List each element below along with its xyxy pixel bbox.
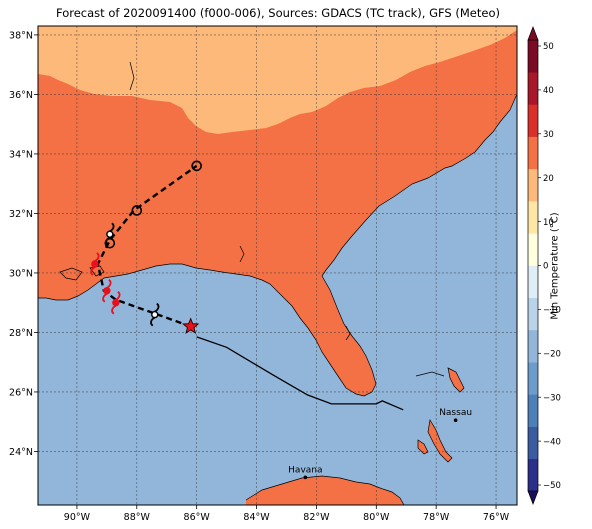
colorbar-tick-label: 30 xyxy=(543,130,554,140)
y-tick-label: 36°N xyxy=(9,90,33,101)
storm-symbol-arm xyxy=(102,292,108,303)
land-cool-region xyxy=(38,26,517,134)
colorbar-tick-label: 20 xyxy=(543,174,554,184)
colorbar-segment xyxy=(528,265,538,299)
storm-symbol-arm xyxy=(150,316,156,327)
storm-symbol-eye xyxy=(112,298,120,307)
colorbar-segment xyxy=(528,136,538,170)
y-tick-label: 26°N xyxy=(9,387,33,398)
colorbar-segment xyxy=(528,233,538,266)
chart-title: Forecast of 2020091400 (f000-006), Sourc… xyxy=(56,6,500,20)
cities: Havana Nassau xyxy=(288,408,472,480)
y-tick-label: 38°N xyxy=(9,30,33,41)
storm-symbol-eye xyxy=(91,260,99,268)
x-tick-label: 86°W xyxy=(184,512,211,523)
storm-symbol xyxy=(105,222,115,247)
city-marker xyxy=(453,418,458,423)
colorbar-ticks: 50 40 30 20 10 0 −10 −20 −30 −40 −50 xyxy=(538,42,561,491)
y-axis: 24°N 26°N 28°N 30°N 32°N 34°N 36°N 38°N xyxy=(9,30,38,458)
storm-symbol-arm xyxy=(115,290,121,301)
past-track-line xyxy=(196,336,404,411)
colorbar-tick-label: 50 xyxy=(543,42,554,52)
storm-symbol-arm xyxy=(106,279,112,289)
map-layer: Havana Nassau xyxy=(38,26,517,505)
colorbar-segment xyxy=(528,72,538,105)
colorbar-tick-label: −50 xyxy=(543,481,561,491)
storm-symbol xyxy=(111,290,121,315)
x-tick-label: 80°W xyxy=(363,512,390,523)
colorbar-segment xyxy=(528,297,538,331)
colorbar-tick-label: 0 xyxy=(543,262,548,272)
storm-symbol-arm xyxy=(90,266,96,276)
storm-symbol-arm xyxy=(111,304,117,315)
colorbar-tick-label: −40 xyxy=(543,437,561,447)
colorbar-segment xyxy=(528,168,538,202)
x-tick-label: 82°W xyxy=(303,512,330,523)
x-tick-label: 84°W xyxy=(243,512,270,523)
forecast-track xyxy=(96,164,198,328)
colorbar-segment xyxy=(528,458,538,492)
colorbar-segment xyxy=(528,394,538,427)
storm-symbol-eye xyxy=(106,230,114,238)
y-tick-label: 32°N xyxy=(9,209,33,220)
track-point-circle xyxy=(191,160,202,172)
city-marker xyxy=(303,475,308,480)
colorbar-segment xyxy=(528,362,538,395)
colorbar xyxy=(527,26,539,505)
storm-symbol-arm xyxy=(94,252,100,262)
land-north-america xyxy=(38,26,517,396)
storm-symbol xyxy=(102,279,112,303)
current-position-star xyxy=(182,317,200,334)
storm-symbol-arm xyxy=(105,236,111,247)
storm-symbol xyxy=(90,252,100,276)
storm-symbol-arm xyxy=(154,302,160,313)
colorbar-extend-min xyxy=(527,490,539,505)
land-bahamas xyxy=(448,368,464,392)
colorbar-segment xyxy=(528,426,538,460)
y-tick-label: 24°N xyxy=(9,447,33,458)
colorbar-segment xyxy=(528,104,538,137)
y-tick-label: 28°N xyxy=(9,328,33,339)
colorbar-tick-label: −10 xyxy=(543,306,561,316)
x-axis: 90°W 88°W 86°W 84°W 82°W 80°W 78°W 76°W xyxy=(64,505,510,523)
storm-symbols xyxy=(90,222,160,327)
x-tick-label: 78°W xyxy=(423,512,450,523)
past-track xyxy=(196,336,404,411)
map-frame xyxy=(37,25,518,506)
city-label: Nassau xyxy=(439,408,472,418)
y-tick-label: 30°N xyxy=(9,268,33,279)
x-tick-label: 76°W xyxy=(483,512,510,523)
storm-symbol xyxy=(150,302,160,327)
colorbar-tick-label: 40 xyxy=(543,86,554,96)
colorbar-label: Min Temperature (°C) xyxy=(549,212,561,320)
track-point-circle xyxy=(131,205,143,216)
forecast-track-line xyxy=(96,164,198,328)
current-position xyxy=(182,317,200,334)
storm-symbol-arm xyxy=(109,222,115,233)
x-tick-label: 88°W xyxy=(124,512,151,523)
colorbar-tick-label: 10 xyxy=(543,218,554,228)
land-bahamas xyxy=(428,420,452,462)
x-tick-label: 90°W xyxy=(64,512,91,523)
city-label: Havana xyxy=(288,465,322,475)
colorbar-segment xyxy=(528,40,538,73)
colorbar-segment xyxy=(528,329,538,363)
colorbar-tick-label: −20 xyxy=(543,350,561,360)
coastlines xyxy=(38,61,517,505)
colorbar-segment xyxy=(528,201,538,234)
y-tick-label: 34°N xyxy=(9,149,33,160)
colorbar-tick-label: −30 xyxy=(543,393,561,403)
storm-symbol-eye xyxy=(151,310,159,319)
colorbar-extend-max xyxy=(527,26,539,41)
storm-symbol-eye xyxy=(103,287,111,295)
